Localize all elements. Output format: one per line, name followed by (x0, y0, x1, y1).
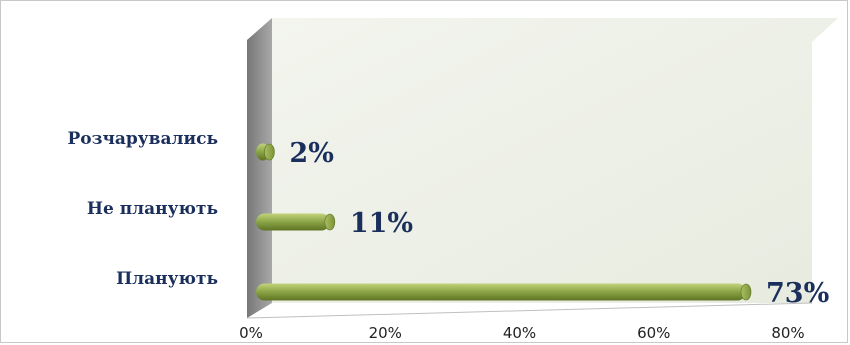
category-label: Розчарувались (67, 129, 218, 149)
value-label: 2% (289, 138, 333, 169)
chart-back-wall (272, 18, 838, 303)
x-tick-label: 60% (637, 324, 670, 342)
category-label: Планують (116, 269, 218, 289)
bar-end-cap (740, 283, 752, 301)
value-label: 11% (350, 208, 413, 239)
x-tick-label: 0% (239, 324, 263, 342)
x-tick-label: 40% (503, 324, 536, 342)
bar-end-cap (264, 143, 275, 161)
x-tick-label: 80% (771, 324, 804, 342)
category-label: Не планують (87, 199, 218, 219)
bar-end-cap (324, 213, 336, 231)
bar (256, 283, 752, 301)
value-label: 73% (766, 278, 829, 309)
bar (256, 213, 336, 231)
x-tick-label: 20% (369, 324, 402, 342)
chart-floor (246, 302, 813, 319)
chart-side-wall (247, 18, 272, 318)
bar-body (256, 283, 747, 301)
bar (256, 143, 275, 161)
bar-body (256, 213, 330, 231)
